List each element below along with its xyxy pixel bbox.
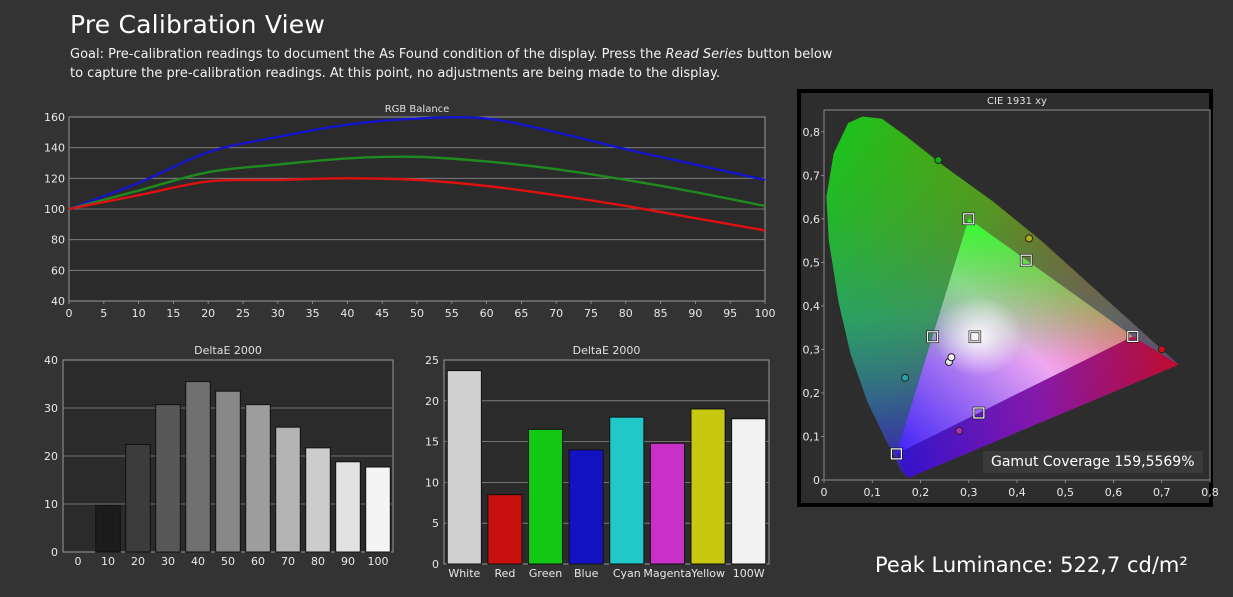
deltae-gray-bar — [275, 426, 301, 553]
rgb-x-tick-label: 40 — [340, 307, 354, 320]
peak-luminance: Peak Luminance: 522,7 cd/m² — [875, 553, 1188, 577]
deltae-color-bar — [649, 442, 685, 565]
rgb-x-tick-label: 90 — [688, 307, 702, 320]
deltae-gray-x-tick-label: 0 — [75, 555, 82, 568]
rgb-x-tick-label: 75 — [584, 307, 598, 320]
deltae-gray-x-tick-label: 30 — [161, 555, 175, 568]
goal-text-suffix: button below to capture the pre-calibrat… — [70, 47, 833, 81]
deltae-gray-bar — [185, 381, 211, 553]
rgb-x-tick-label: 30 — [271, 307, 285, 320]
deltae-gray-x-tick-label: 60 — [251, 555, 265, 568]
rgb-y-tick-label: 160 — [44, 111, 65, 124]
deltae-color-bar — [446, 370, 482, 565]
deltae-color-y-tick-label: 15 — [425, 436, 439, 449]
deltae-gray-bar — [125, 443, 151, 553]
deltae-color-x-tick-label: Cyan — [613, 567, 641, 580]
deltae-color-bar — [528, 428, 564, 565]
rgb-plot-area — [68, 116, 766, 302]
deltae-gray-bar — [335, 461, 361, 553]
deltae-gray-bar — [155, 404, 181, 553]
rgb-x-tick-label: 45 — [375, 307, 389, 320]
rgb-x-tick-label: 80 — [619, 307, 633, 320]
deltae-color-title: DeltaE 2000 — [573, 344, 641, 357]
deltae-gray-x-tick-label: 100 — [368, 555, 389, 568]
deltae-gray-y-tick-label: 20 — [44, 450, 58, 463]
deltae-gray-x-tick-label: 80 — [311, 555, 325, 568]
rgb-x-tick-label: 20 — [201, 307, 215, 320]
deltae-color-bar — [731, 418, 767, 565]
deltae-gray-y-tick-label: 10 — [44, 498, 58, 511]
deltae-gray-bar — [305, 447, 331, 553]
deltae-gray-bar — [365, 466, 391, 553]
rgb-x-tick-label: 55 — [445, 307, 459, 320]
deltae-gray-bar — [245, 404, 271, 553]
rgb-series-line-0 — [68, 116, 766, 211]
rgb-x-tick-label: 50 — [410, 307, 424, 320]
deltae-color-y-tick-label: 5 — [432, 517, 439, 530]
cie-gamut-panel — [797, 89, 1213, 507]
rgb-x-tick-label: 15 — [166, 307, 180, 320]
rgb-x-tick-label: 70 — [549, 307, 563, 320]
deltae-gray-bar — [95, 504, 121, 553]
deltae-gray-plot-area — [62, 359, 394, 553]
deltae-color-bar — [568, 449, 604, 565]
rgb-chart-title: RGB Balance — [385, 104, 450, 115]
deltae-color-y-tick-label: 20 — [425, 395, 439, 408]
deltae-color-x-tick-label: White — [448, 567, 480, 580]
deltae-gray-x-tick-label: 70 — [281, 555, 295, 568]
deltae-color-x-tick-label: Magenta — [643, 567, 691, 580]
read-series-emphasis: Read Series — [665, 47, 743, 62]
deltae-color-x-tick-label: Red — [494, 567, 515, 580]
rgb-y-tick-label: 100 — [44, 203, 65, 216]
rgb-y-tick-label: 40 — [51, 295, 65, 308]
deltae-gray-y-tick-label: 0 — [51, 546, 58, 559]
rgb-x-tick-label: 25 — [236, 307, 250, 320]
deltae-gray-x-tick-label: 50 — [221, 555, 235, 568]
rgb-y-tick-label: 140 — [44, 142, 65, 155]
deltae-gray-x-tick-label: 90 — [341, 555, 355, 568]
rgb-x-tick-label: 60 — [480, 307, 494, 320]
deltae-color-x-tick-label: Green — [529, 567, 562, 580]
rgb-x-tick-label: 85 — [654, 307, 668, 320]
deltae-color-y-tick-label: 10 — [425, 476, 439, 489]
rgb-y-tick-label: 80 — [51, 234, 65, 247]
deltae-gray-bar — [215, 390, 241, 553]
rgb-x-tick-label: 0 — [66, 307, 73, 320]
deltae-color-x-tick-label: Blue — [574, 567, 599, 580]
deltae-gray-x-tick-label: 10 — [101, 555, 115, 568]
deltae-color-plot-area — [443, 359, 770, 565]
goal-text-prefix: Goal: Pre-calibration readings to docume… — [70, 47, 666, 62]
deltae-color-y-tick-label: 25 — [425, 354, 439, 367]
deltae-gray-x-tick-label: 40 — [191, 555, 205, 568]
deltae-color-y-tick-label: 0 — [432, 558, 439, 571]
rgb-y-tick-label: 120 — [44, 172, 65, 185]
rgb-series-line-1 — [68, 155, 766, 211]
rgb-x-tick-label: 65 — [514, 307, 528, 320]
page-title: Pre Calibration View — [70, 10, 325, 39]
deltae-color-bar — [690, 408, 726, 565]
deltae-gray-title: DeltaE 2000 — [194, 344, 262, 357]
deltae-gray-x-tick-label: 20 — [131, 555, 145, 568]
deltae-color-bar — [487, 494, 523, 565]
rgb-x-tick-label: 95 — [723, 307, 737, 320]
rgb-y-tick-label: 60 — [51, 264, 65, 277]
gamut-coverage-label: Gamut Coverage 159,5569% — [983, 451, 1203, 473]
rgb-x-tick-label: 5 — [100, 307, 107, 320]
deltae-color-bar — [609, 416, 645, 565]
rgb-x-tick-label: 100 — [755, 307, 776, 320]
deltae-gray-y-tick-label: 30 — [44, 402, 58, 415]
rgb-x-tick-label: 35 — [306, 307, 320, 320]
deltae-color-x-tick-label: 100W — [733, 567, 765, 580]
deltae-color-x-tick-label: Yellow — [690, 567, 725, 580]
rgb-series-line-2 — [68, 177, 766, 232]
goal-text: Goal: Pre-calibration readings to docume… — [70, 45, 840, 83]
deltae-gray-y-tick-label: 40 — [44, 354, 58, 367]
rgb-x-tick-label: 10 — [132, 307, 146, 320]
